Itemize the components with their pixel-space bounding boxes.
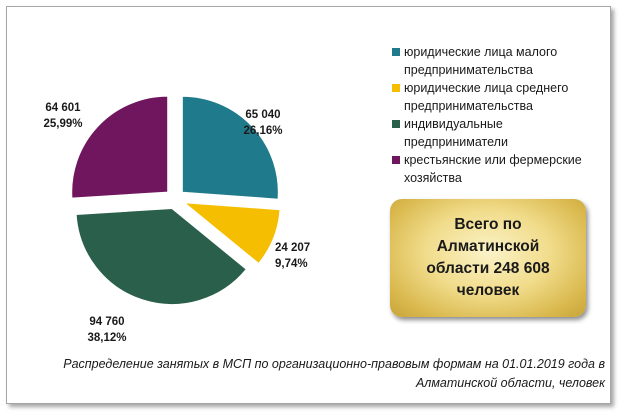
caption-line: Алматинской области, человек [415, 376, 605, 390]
legend-label: юридические лица малого [404, 45, 558, 59]
chart-caption: Распределение занятых в МСП по организац… [27, 355, 605, 393]
pie-slice [71, 95, 169, 199]
total-box: Всего по Алматинской области 248 608 чел… [390, 199, 586, 317]
chart-frame: 65 040 26,16% 24 207 9,74% 94 760 38,12% 64 60… [6, 6, 611, 404]
pie-slice [182, 202, 281, 265]
total-line: области 248 608 [426, 260, 550, 277]
total-line: человек [456, 282, 520, 299]
slice-percent-label: 26,16% [243, 125, 282, 137]
legend-label: предпринимательства [404, 99, 533, 113]
caption-line: Распределение занятых в МСП по организац… [63, 357, 605, 371]
slice-percent-label: 25,99% [43, 118, 82, 130]
legend-label: хозяйства [404, 171, 462, 185]
legend-item-farm: крестьянские или фермерские хозяйства [392, 151, 610, 187]
legend: юридические лица малого предпринимательс… [392, 43, 610, 187]
slice-value-label: 24 207 [275, 242, 310, 254]
legend-label: предпринимательства [404, 63, 533, 77]
legend-item-medium-legal: юридические лица среднего предпринимател… [392, 79, 610, 115]
legend-label: предприниматели [404, 135, 508, 149]
legend-swatch-small-legal [392, 48, 400, 56]
slice-percent-label: 9,74% [275, 258, 308, 270]
pie-chart: 65 040 26,16% 24 207 9,74% 94 760 38,12% 64 60… [43, 95, 310, 344]
legend-swatch-farm [392, 156, 400, 164]
slice-value-label: 94 760 [89, 316, 124, 328]
pie-slice [181, 95, 279, 200]
total-text: Всего по Алматинской области 248 608 чел… [413, 214, 563, 302]
total-line: Алматинской [436, 238, 540, 255]
legend-swatch-individual [392, 120, 400, 128]
slice-value-label: 65 040 [245, 109, 280, 121]
legend-label: крестьянские или фермерские [404, 153, 582, 167]
total-line: Всего по [454, 216, 522, 233]
legend-label: индивидуальные [404, 117, 503, 131]
pie-slice [75, 208, 247, 305]
slice-percent-label: 38,12% [87, 332, 126, 344]
legend-label: юридические лица среднего [404, 81, 569, 95]
legend-item-individual: индивидуальные предприниматели [392, 115, 610, 151]
legend-swatch-medium-legal [392, 84, 400, 92]
slice-value-label: 64 601 [45, 102, 81, 114]
legend-item-small-legal: юридические лица малого предпринимательс… [392, 43, 610, 79]
